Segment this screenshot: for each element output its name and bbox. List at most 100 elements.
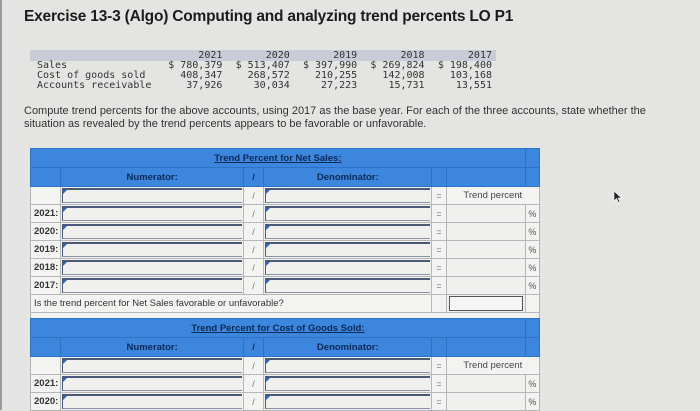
trend-percent-header: Trend percent xyxy=(445,186,541,205)
equals-symbol: = xyxy=(431,222,447,241)
year-header: 2017 xyxy=(428,50,496,61)
numerator-input[interactable] xyxy=(60,374,244,393)
year-header: 2020 xyxy=(226,50,294,61)
value-cell: $ 397,990 xyxy=(302,60,358,71)
denominator-input[interactable] xyxy=(263,374,433,393)
trend-percent-input[interactable] xyxy=(445,392,526,411)
year-header: 2019 xyxy=(293,50,362,61)
data-row-sales: Sales $ 780,379 $ 513,407 $ 397,990 $ 26… xyxy=(30,61,496,71)
divide-symbol: / xyxy=(242,276,265,295)
cogs-table-title: Trend Percent for Cost of Goods Sold: xyxy=(30,318,526,338)
trend-percent-input[interactable] xyxy=(445,204,526,223)
year-label: 2017: xyxy=(29,276,62,295)
value-cell: 30,034 xyxy=(253,80,290,91)
numerator-header: Numerator: xyxy=(60,167,244,187)
equals-symbol: = xyxy=(431,186,447,205)
financial-data-table: 2021 2020 2019 2018 2017 Sales $ 780,379… xyxy=(30,50,496,91)
year-header: 2018 xyxy=(361,50,429,61)
data-row-cogs: Cost of goods sold 408,347 268,572 210,2… xyxy=(30,71,496,81)
denominator-formula-input[interactable] xyxy=(263,186,433,205)
divide-symbol: / xyxy=(242,204,265,223)
data-row-accounts-receivable: Accounts receivable 37,926 30,034 27,223… xyxy=(30,81,496,91)
value-cell: 142,008 xyxy=(382,70,425,81)
value-cell: $ 513,407 xyxy=(235,60,290,71)
numerator-input[interactable] xyxy=(60,392,244,411)
value-cell: $ 780,379 xyxy=(168,60,223,71)
value-cell: 268,572 xyxy=(247,70,290,81)
value-cell: 37,926 xyxy=(186,80,223,91)
numerator-header: Numerator: xyxy=(60,337,244,357)
divide-symbol: / xyxy=(242,186,265,205)
equals-symbol: = xyxy=(431,392,447,411)
equals-symbol: = xyxy=(431,356,447,375)
percent-symbol: % xyxy=(524,204,541,223)
net-sales-row-2020: 2020: / = % xyxy=(29,222,541,241)
numerator-input[interactable] xyxy=(60,204,244,223)
row-label: Cost of goods sold xyxy=(37,70,146,81)
value-cell: 15,731 xyxy=(388,80,425,91)
equals-symbol: = xyxy=(431,240,447,259)
equals-symbol: = xyxy=(431,276,447,295)
divide-symbol: / xyxy=(242,258,265,277)
percent-symbol: % xyxy=(524,222,541,241)
divide-symbol: / xyxy=(242,374,265,393)
row-label: Accounts receivable xyxy=(37,80,152,91)
denominator-input[interactable] xyxy=(263,392,433,411)
net-sales-table-title: Trend Percent for Net Sales: xyxy=(30,148,526,168)
equals-symbol: = xyxy=(431,204,447,223)
value-cell: 27,223 xyxy=(321,80,358,91)
cogs-row-2020: 2020: / = % xyxy=(29,392,541,411)
trend-percent-input[interactable] xyxy=(445,222,526,241)
trend-percent-input[interactable] xyxy=(445,240,526,259)
formula-row: / = Trend percent xyxy=(29,356,541,375)
divide-symbol: / xyxy=(242,222,265,241)
percent-symbol: % xyxy=(524,240,541,259)
net-sales-row-2021: 2021: / = % xyxy=(29,204,541,223)
trend-percent-input[interactable] xyxy=(445,258,526,277)
year-label: 2019: xyxy=(29,240,62,259)
year-label: 2020: xyxy=(29,392,62,411)
value-cell: 408,347 xyxy=(180,70,223,81)
net-sales-trend-table: Trend Percent for Net Sales: Numerator: … xyxy=(29,148,541,330)
numerator-input[interactable] xyxy=(60,240,244,259)
mouse-cursor-icon xyxy=(613,191,623,203)
denominator-input[interactable] xyxy=(263,258,433,277)
denominator-input[interactable] xyxy=(263,222,433,241)
row-label: Sales xyxy=(37,60,68,71)
net-sales-row-2018: 2018: / = % xyxy=(29,258,541,277)
denominator-input[interactable] xyxy=(263,240,433,259)
cogs-trend-table: Trend Percent for Cost of Goods Sold: Nu… xyxy=(29,318,541,411)
divide-symbol: / xyxy=(242,240,265,259)
denominator-input[interactable] xyxy=(263,204,433,223)
numerator-formula-input[interactable] xyxy=(60,186,244,205)
formula-row: / = Trend percent xyxy=(29,186,541,205)
equals-symbol: = xyxy=(431,258,447,277)
net-sales-favorability-dropdown[interactable] xyxy=(445,294,526,313)
denominator-formula-input[interactable] xyxy=(263,356,433,375)
percent-symbol: % xyxy=(524,374,541,393)
year-header: 2021 xyxy=(159,50,227,61)
numerator-input[interactable] xyxy=(60,222,244,241)
net-sales-question-row: Is the trend percent for Net Sales favor… xyxy=(29,294,541,313)
trend-percent-input[interactable] xyxy=(445,374,526,393)
divide-symbol: / xyxy=(242,392,265,411)
year-label: 2021: xyxy=(29,374,62,393)
denominator-header: Denominator: xyxy=(263,337,433,357)
year-label: 2020: xyxy=(29,222,62,241)
numerator-input[interactable] xyxy=(60,276,244,295)
year-label: 2021: xyxy=(29,204,62,223)
numerator-formula-input[interactable] xyxy=(60,356,244,375)
percent-symbol: % xyxy=(524,276,541,295)
divide-header: / xyxy=(242,167,265,187)
numerator-input[interactable] xyxy=(60,258,244,277)
year-label: 2018: xyxy=(29,258,62,277)
net-sales-row-2019: 2019: / = % xyxy=(29,240,541,259)
instructions-text: Compute trend percents for the above acc… xyxy=(24,105,646,130)
equals-symbol: = xyxy=(431,374,447,393)
percent-symbol: % xyxy=(524,392,541,411)
trend-percent-input[interactable] xyxy=(445,276,526,295)
percent-symbol: % xyxy=(524,258,541,277)
divide-header: / xyxy=(242,337,265,357)
net-sales-row-2017: 2017: / = % xyxy=(29,276,541,295)
denominator-input[interactable] xyxy=(263,276,433,295)
